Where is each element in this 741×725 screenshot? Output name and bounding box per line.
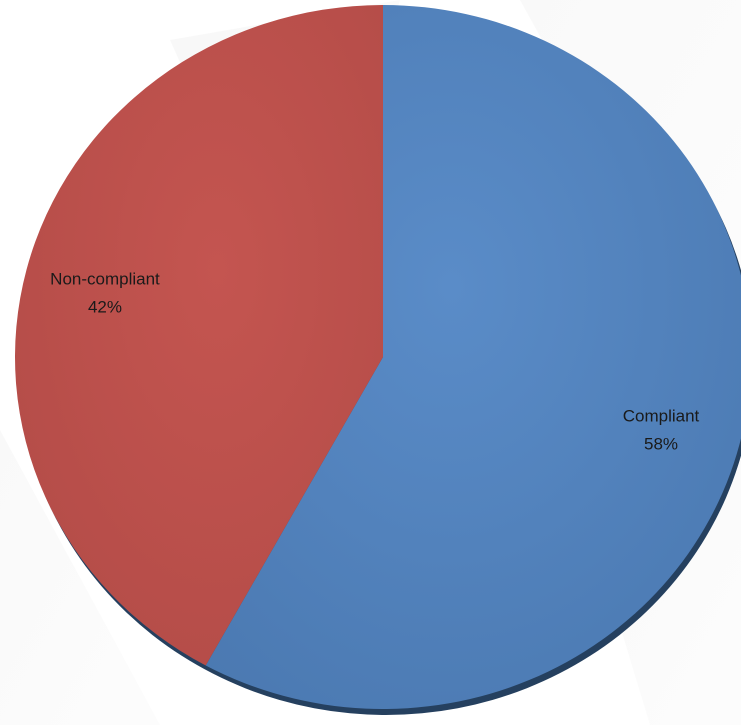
pie-labels: Compliant 58% Non-compliant 42% [50, 270, 699, 454]
pie-slices [14, 5, 741, 715]
pie-slice-compliant [205, 5, 741, 709]
pie-slice-non-compliant [14, 5, 384, 666]
slice-label-percent: 42% [88, 298, 122, 317]
slice-label-name: Non-compliant [50, 270, 160, 289]
slice-label-percent: 58% [644, 434, 678, 453]
slice-label-name: Compliant [623, 406, 700, 425]
